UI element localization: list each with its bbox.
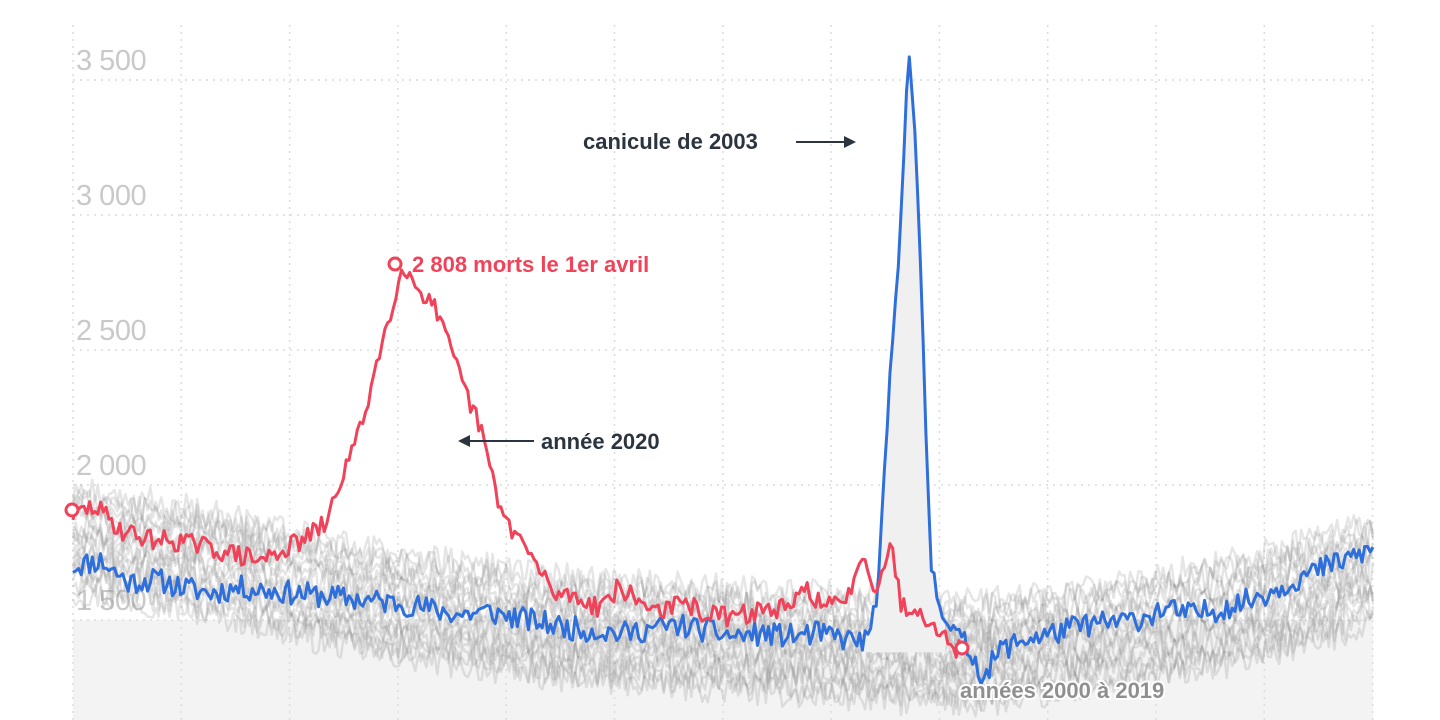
- y-tick-label: 2 000: [76, 450, 146, 482]
- peak-annotation: 2 808 morts le 1er avril: [412, 252, 649, 277]
- annotations: 2 808 morts le 1er avril année 2020 canicu…: [64, 129, 1166, 705]
- history-line: [72, 576, 1375, 712]
- arrow-head-2020: [458, 435, 470, 447]
- series-end-marker: [954, 640, 970, 656]
- series-line-2003: [72, 55, 1375, 686]
- history-line: [71, 518, 1374, 653]
- y-tick-label: 2 500: [76, 315, 146, 347]
- series-label-2020: année 2020: [541, 429, 660, 454]
- history-label: années 2000 à 2019: [960, 678, 1164, 703]
- history-line: [71, 520, 1374, 659]
- history-line: [72, 569, 1375, 706]
- y-tick-label: 3 500: [76, 45, 146, 77]
- arrow-head-2003: [844, 136, 856, 148]
- peak-marker: [387, 256, 403, 272]
- series-start-marker: [64, 502, 80, 518]
- main-series: [71, 55, 1375, 686]
- heatwave-annotation: canicule de 2003: [583, 129, 758, 154]
- series-line-2020: [71, 268, 964, 659]
- history-line: [71, 547, 1375, 688]
- history-line: [71, 558, 1375, 695]
- history-line: [71, 561, 1375, 700]
- y-tick-label: 3 000: [76, 180, 146, 212]
- history-line: [71, 583, 1374, 718]
